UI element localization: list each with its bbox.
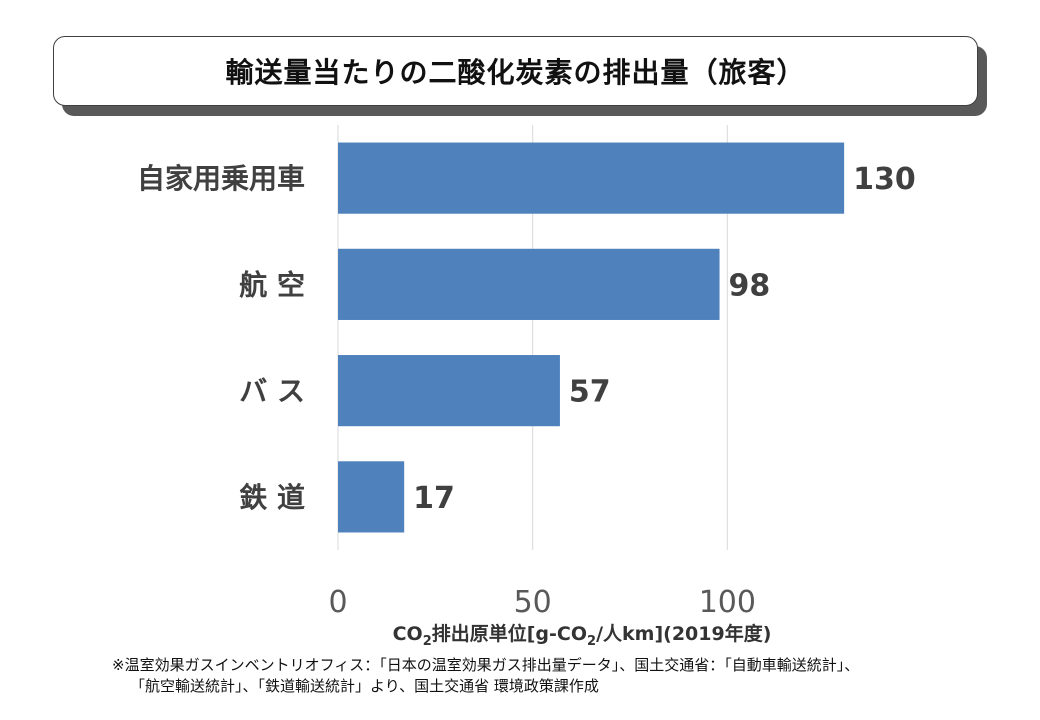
x-axis-label: CO2排出原単位[g-CO2/人km](2019年度) [393, 622, 772, 649]
title-box: 輸送量当たりの二酸化炭素の排出量（旅客） [53, 36, 978, 106]
footnote-line-1: ※温室効果ガスインベントリオフィス：「日本の温室効果ガス排出量データ」、国土交通… [112, 656, 860, 674]
tick-label: 0 [328, 585, 347, 620]
x-axis-label-part: 2 [587, 634, 596, 649]
x-tick-labels: 0 50 100 [328, 585, 756, 620]
data-label: 130 [853, 162, 916, 197]
category-label: 自家用乗用車 [137, 162, 305, 195]
x-axis-label-part: 2 [423, 634, 432, 649]
category-label: バ ス [239, 375, 305, 408]
bar [338, 355, 560, 427]
category-label: 航 空 [239, 268, 305, 301]
x-axis-label-part: CO [393, 623, 423, 645]
chart-title: 輸送量当たりの二酸化炭素の排出量（旅客） [225, 56, 806, 89]
bar [338, 461, 405, 533]
category-label: 鉄 道 [239, 481, 305, 514]
tick-label: 100 [699, 585, 756, 620]
tick-label: 50 [514, 585, 552, 620]
data-label: 17 [413, 481, 455, 516]
value-labels: 130 98 57 17 [413, 162, 916, 516]
footnote: ※温室効果ガスインベントリオフィス：「日本の温室効果ガス排出量データ」、国土交通… [112, 655, 1012, 697]
data-label: 57 [569, 375, 611, 410]
bar [338, 142, 845, 214]
footnote-line-2: 「航空輸送統計」、「鉄道輸送統計」より、国土交通省 環境政策課作成 [130, 677, 599, 695]
bar [338, 248, 720, 320]
x-axis-label-part: /人km](2019年度) [596, 622, 771, 645]
data-label: 98 [729, 268, 771, 303]
bars [338, 142, 845, 533]
x-axis-label-part: 排出原単位[g-CO [432, 622, 587, 645]
